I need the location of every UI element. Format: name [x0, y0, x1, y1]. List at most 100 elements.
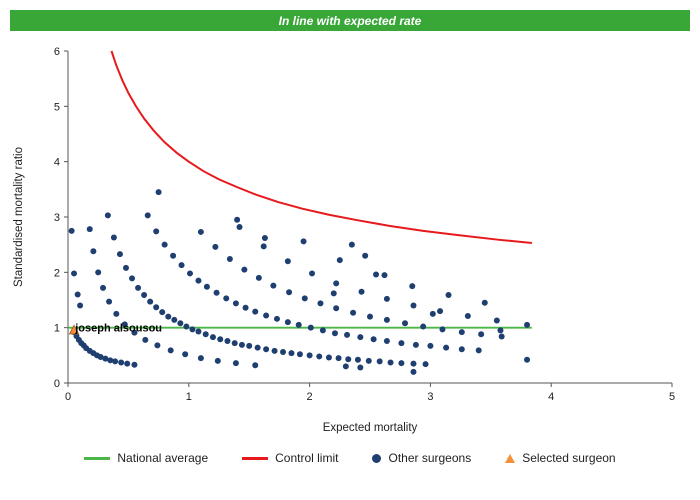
other-surgeon-point[interactable] — [439, 326, 446, 333]
selected-surgeon-marker[interactable] — [68, 324, 80, 335]
other-surgeon-point[interactable] — [383, 316, 390, 323]
other-surgeon-point[interactable] — [161, 241, 168, 248]
other-surgeon-point[interactable] — [131, 361, 138, 368]
other-surgeon-point[interactable] — [263, 346, 270, 353]
other-surgeon-point[interactable] — [122, 264, 129, 271]
other-surgeon-point[interactable] — [357, 334, 364, 341]
other-surgeon-point[interactable] — [255, 274, 262, 281]
other-surgeon-point[interactable] — [409, 283, 416, 290]
other-surgeon-point[interactable] — [159, 309, 166, 316]
other-surgeon-point[interactable] — [376, 358, 383, 365]
other-surgeon-point[interactable] — [383, 337, 390, 344]
other-surgeon-point[interactable] — [420, 323, 427, 330]
other-surgeon-point[interactable] — [524, 356, 531, 363]
other-surgeon-point[interactable] — [155, 189, 162, 196]
other-surgeon-point[interactable] — [110, 234, 117, 241]
other-surgeon-point[interactable] — [153, 304, 160, 311]
other-surgeon-point[interactable] — [330, 290, 337, 297]
other-surgeon-point[interactable] — [187, 270, 194, 277]
other-surgeon-point[interactable] — [410, 360, 417, 367]
other-surgeon-point[interactable] — [106, 298, 113, 305]
other-surgeon-point[interactable] — [129, 275, 136, 282]
other-surgeon-point[interactable] — [336, 257, 343, 264]
other-surgeon-point[interactable] — [112, 358, 119, 365]
other-surgeon-point[interactable] — [373, 271, 380, 278]
other-surgeon-point[interactable] — [362, 252, 369, 259]
other-surgeon-point[interactable] — [437, 308, 444, 315]
other-surgeon-point[interactable] — [77, 302, 84, 309]
other-surgeon-point[interactable] — [422, 361, 429, 368]
other-surgeon-point[interactable] — [284, 258, 291, 265]
other-surgeon-point[interactable] — [177, 320, 184, 327]
other-surgeon-point[interactable] — [183, 323, 190, 330]
other-surgeon-point[interactable] — [71, 270, 78, 277]
other-surgeon-point[interactable] — [178, 262, 185, 269]
other-surgeon-point[interactable] — [335, 355, 342, 362]
other-surgeon-point[interactable] — [232, 360, 239, 367]
other-surgeon-point[interactable] — [367, 313, 373, 320]
other-surgeon-point[interactable] — [223, 295, 230, 302]
other-surgeon-point[interactable] — [354, 356, 361, 363]
other-surgeon-point[interactable] — [284, 319, 291, 326]
other-surgeon-point[interactable] — [412, 341, 419, 348]
other-surgeon-point[interactable] — [68, 227, 75, 234]
other-surgeon-point[interactable] — [135, 284, 142, 291]
other-surgeon-point[interactable] — [224, 337, 231, 344]
other-surgeon-point[interactable] — [358, 288, 365, 295]
other-surgeon-point[interactable] — [273, 315, 280, 322]
other-surgeon-point[interactable] — [100, 284, 107, 291]
other-surgeon-point[interactable] — [316, 353, 323, 360]
other-surgeon-point[interactable] — [236, 223, 243, 230]
other-surgeon-point[interactable] — [252, 308, 259, 315]
other-surgeon-point[interactable] — [131, 329, 138, 336]
other-surgeon-point[interactable] — [242, 304, 249, 311]
other-surgeon-point[interactable] — [458, 346, 465, 353]
other-surgeon-point[interactable] — [333, 305, 340, 312]
other-surgeon-point[interactable] — [381, 272, 388, 279]
other-surgeon-point[interactable] — [478, 331, 485, 338]
other-surgeon-point[interactable] — [197, 355, 204, 362]
other-surgeon-point[interactable] — [74, 291, 81, 298]
other-surgeon-point[interactable] — [325, 354, 332, 361]
other-surgeon-point[interactable] — [387, 359, 394, 366]
other-surgeon-point[interactable] — [429, 310, 436, 317]
other-surgeon-point[interactable] — [319, 327, 326, 334]
other-surgeon-point[interactable] — [402, 320, 409, 327]
other-surgeon-point[interactable] — [344, 331, 351, 338]
other-surgeon-point[interactable] — [445, 292, 452, 299]
other-surgeon-point[interactable] — [118, 359, 125, 366]
other-surgeon-point[interactable] — [121, 321, 128, 328]
other-surgeon-point[interactable] — [212, 243, 219, 250]
other-surgeon-point[interactable] — [464, 313, 471, 320]
other-surgeon-point[interactable] — [348, 241, 355, 248]
other-surgeon-point[interactable] — [116, 251, 123, 258]
other-surgeon-point[interactable] — [104, 212, 111, 219]
other-surgeon-point[interactable] — [260, 243, 267, 250]
other-surgeon-point[interactable] — [226, 256, 233, 263]
other-surgeon-point[interactable] — [252, 362, 259, 369]
other-surgeon-point[interactable] — [458, 329, 465, 336]
other-surgeon-point[interactable] — [102, 355, 109, 362]
other-surgeon-point[interactable] — [189, 326, 196, 333]
other-surgeon-point[interactable] — [165, 313, 172, 320]
other-surgeon-point[interactable] — [357, 364, 364, 371]
other-surgeon-point[interactable] — [331, 330, 338, 337]
other-surgeon-point[interactable] — [141, 292, 148, 299]
other-surgeon-point[interactable] — [197, 228, 204, 235]
other-surgeon-point[interactable] — [410, 302, 417, 309]
other-surgeon-point[interactable] — [217, 336, 224, 343]
other-surgeon-point[interactable] — [213, 289, 220, 296]
other-surgeon-point[interactable] — [167, 347, 174, 354]
other-surgeon-point[interactable] — [410, 368, 417, 375]
other-surgeon-point[interactable] — [475, 347, 482, 354]
other-surgeon-point[interactable] — [238, 341, 245, 348]
other-surgeon-point[interactable] — [241, 266, 248, 273]
other-surgeon-point[interactable] — [300, 238, 307, 245]
other-surgeon-point[interactable] — [288, 350, 295, 357]
other-surgeon-point[interactable] — [113, 310, 120, 317]
other-surgeon-point[interactable] — [144, 212, 151, 219]
other-surgeon-point[interactable] — [170, 252, 177, 259]
other-surgeon-point[interactable] — [398, 340, 405, 347]
other-surgeon-point[interactable] — [498, 333, 505, 340]
other-surgeon-point[interactable] — [124, 360, 131, 367]
